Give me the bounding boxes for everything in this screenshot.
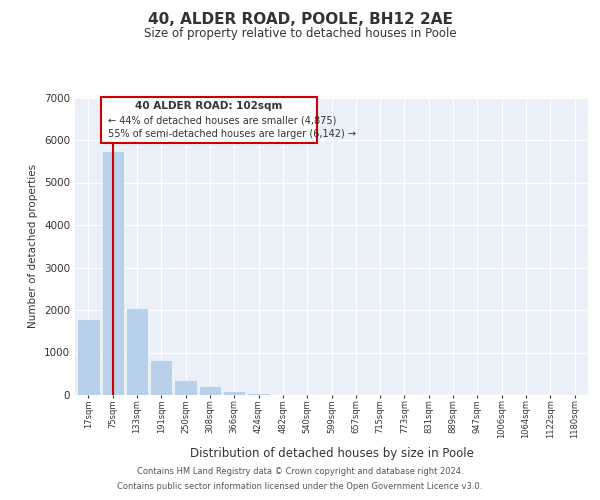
Text: Size of property relative to detached houses in Poole: Size of property relative to detached ho…	[143, 28, 457, 40]
Bar	[101, 152, 124, 395]
Bar	[126, 308, 148, 395]
Bar	[199, 386, 221, 395]
Bar	[150, 360, 172, 395]
Bar	[247, 393, 270, 395]
Y-axis label: Number of detached properties: Number of detached properties	[28, 164, 38, 328]
Text: Contains HM Land Registry data © Crown copyright and database right 2024.: Contains HM Land Registry data © Crown c…	[137, 467, 463, 476]
Text: 40, ALDER ROAD, POOLE, BH12 2AE: 40, ALDER ROAD, POOLE, BH12 2AE	[148, 12, 452, 28]
X-axis label: Distribution of detached houses by size in Poole: Distribution of detached houses by size …	[190, 446, 473, 460]
Text: ← 44% of detached houses are smaller (4,875): ← 44% of detached houses are smaller (4,…	[108, 115, 337, 125]
Bar	[223, 391, 245, 395]
Text: 40 ALDER ROAD: 102sqm: 40 ALDER ROAD: 102sqm	[135, 101, 283, 111]
Text: 55% of semi-detached houses are larger (6,142) →: 55% of semi-detached houses are larger (…	[108, 129, 356, 139]
Text: Contains public sector information licensed under the Open Government Licence v3: Contains public sector information licen…	[118, 482, 482, 491]
FancyBboxPatch shape	[101, 96, 317, 144]
Bar	[272, 394, 294, 395]
Bar	[77, 320, 100, 395]
Bar	[175, 380, 197, 395]
